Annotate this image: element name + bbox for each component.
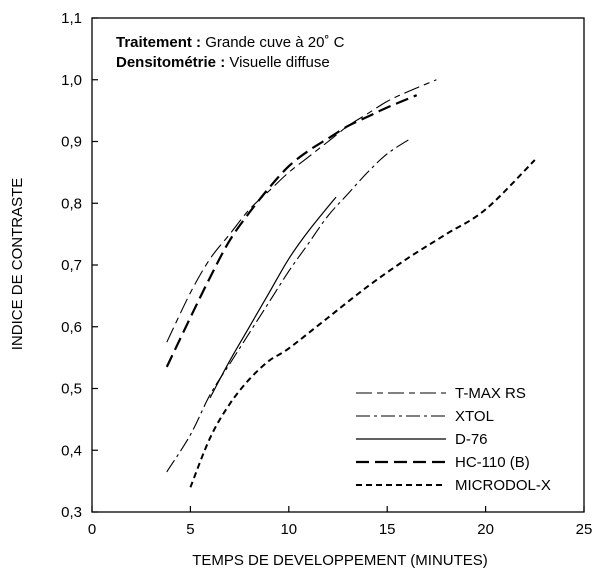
legend: T-MAX RS XTOL D-76 HC-110 (B) MICRODOL-X bbox=[356, 385, 551, 494]
x-tick-label: 20 bbox=[477, 521, 494, 538]
series-line-t-max-rs bbox=[166, 79, 437, 343]
legend-label-t-max-rs: T-MAX RS bbox=[455, 385, 526, 402]
y-axis-label: INDICE DE CONTRASTE bbox=[9, 178, 26, 351]
x-tick-label: 5 bbox=[186, 521, 194, 538]
series-line-microdol-x bbox=[189, 159, 536, 488]
legend-label-hc-110-b: HC-110 (B) bbox=[455, 454, 530, 471]
y-tick-label: 0,5 bbox=[61, 381, 82, 398]
y-tick-label: 0,6 bbox=[61, 319, 82, 336]
series-line-d-76 bbox=[209, 196, 337, 399]
x-axis-label: TEMPS DE DEVELOPPEMENT (MINUTES) bbox=[192, 552, 488, 569]
series-line-hc-110-b bbox=[165, 94, 418, 368]
legend-label-d-76: D-76 bbox=[455, 431, 488, 448]
y-tick-label: 1,1 bbox=[61, 10, 82, 27]
y-tick-label: 1,0 bbox=[61, 72, 82, 89]
annotation-line2-text: Visuelle diffuse bbox=[225, 54, 330, 71]
y-tick-label: 0,4 bbox=[61, 442, 82, 459]
annotation-line1-bold: Traitement : bbox=[116, 34, 201, 51]
plot-frame bbox=[91, 17, 585, 513]
x-tick-label: 0 bbox=[88, 521, 96, 538]
y-tick-label: 0,9 bbox=[61, 134, 82, 151]
annotation: Traitement : Grande cuve à 20˚ C Densito… bbox=[116, 34, 345, 71]
y-tick-label: 0,3 bbox=[61, 504, 82, 521]
svg-text:Densitométrie : Visuelle diffu: Densitométrie : Visuelle diffuse bbox=[116, 54, 330, 71]
y-tick-label: 0,7 bbox=[61, 257, 82, 274]
svg-text:Traitement : Grande cuve à 20˚: Traitement : Grande cuve à 20˚ C bbox=[116, 34, 345, 51]
annotation-line1-text: Grande cuve à 20˚ C bbox=[201, 34, 345, 51]
legend-label-xtol: XTOL bbox=[455, 408, 494, 425]
series-line-xtol bbox=[166, 137, 412, 473]
x-tick-label: 15 bbox=[379, 521, 396, 538]
legend-label-microdol-x: MICRODOL-X bbox=[455, 477, 551, 494]
x-tick-label: 25 bbox=[576, 521, 593, 538]
annotation-line2-bold: Densitométrie : bbox=[116, 54, 225, 71]
axis-ticks: 0 5 10 15 20 25 0,3 0,4 0,5 0,6 0,7 0,8 0,9 1,0 1,1 bbox=[61, 10, 592, 538]
y-tick-label: 0,8 bbox=[61, 195, 82, 212]
series-layer bbox=[165, 79, 536, 488]
x-tick-label: 10 bbox=[280, 521, 297, 538]
